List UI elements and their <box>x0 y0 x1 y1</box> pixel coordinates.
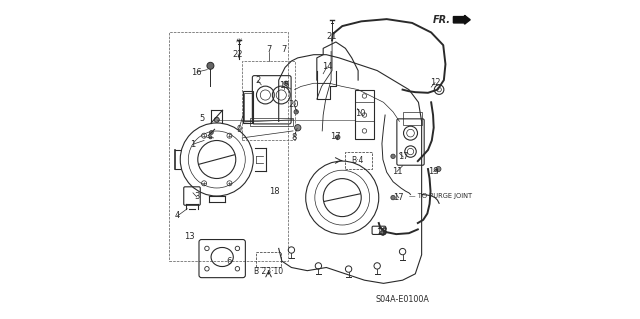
Circle shape <box>209 136 212 139</box>
Text: 17: 17 <box>330 132 340 141</box>
Text: S04A-E0100A: S04A-E0100A <box>376 295 429 304</box>
Bar <box>243 91 253 123</box>
Text: — TO PURGE JOINT: — TO PURGE JOINT <box>409 193 472 199</box>
Text: 17: 17 <box>376 228 387 237</box>
Text: 20: 20 <box>289 100 300 109</box>
Circle shape <box>381 231 385 235</box>
Text: B·4: B·4 <box>351 156 364 165</box>
Text: 7: 7 <box>282 45 287 55</box>
Bar <box>242 61 294 140</box>
Text: 22: 22 <box>233 49 243 59</box>
Text: 14: 14 <box>322 62 332 71</box>
Text: 18: 18 <box>269 187 280 197</box>
Text: 9: 9 <box>236 125 241 134</box>
FancyArrow shape <box>453 15 470 24</box>
Bar <box>244 93 252 122</box>
Circle shape <box>284 81 288 85</box>
Text: 23: 23 <box>378 227 388 236</box>
Circle shape <box>209 130 213 134</box>
Bar <box>256 252 281 268</box>
Text: 7: 7 <box>266 45 272 55</box>
Circle shape <box>207 62 214 69</box>
Circle shape <box>294 110 298 114</box>
Bar <box>345 152 372 169</box>
Circle shape <box>436 167 441 172</box>
Bar <box>250 118 293 126</box>
Text: 2: 2 <box>255 76 260 85</box>
Bar <box>169 33 288 261</box>
Text: 17: 17 <box>398 152 408 161</box>
Text: 15: 15 <box>279 81 290 90</box>
Text: 1: 1 <box>190 140 196 149</box>
Text: 11: 11 <box>392 167 402 176</box>
Text: 12: 12 <box>429 78 440 87</box>
Text: 13: 13 <box>184 232 195 241</box>
Circle shape <box>214 117 220 122</box>
Text: 8: 8 <box>291 133 297 142</box>
Circle shape <box>391 196 396 200</box>
Text: 5: 5 <box>200 114 205 123</box>
Text: 21: 21 <box>327 32 337 41</box>
Circle shape <box>391 154 396 159</box>
Text: 17: 17 <box>394 193 404 202</box>
Text: FR.: FR. <box>433 15 451 25</box>
Bar <box>403 112 422 124</box>
Circle shape <box>294 124 301 131</box>
Text: 6: 6 <box>227 257 232 266</box>
Circle shape <box>335 135 340 139</box>
Text: 16: 16 <box>191 68 202 77</box>
Text: 10: 10 <box>355 109 366 118</box>
Text: 19: 19 <box>428 167 439 176</box>
Text: 3: 3 <box>194 192 200 202</box>
Text: 4: 4 <box>175 211 180 220</box>
Text: B 23·10: B 23·10 <box>254 267 283 276</box>
